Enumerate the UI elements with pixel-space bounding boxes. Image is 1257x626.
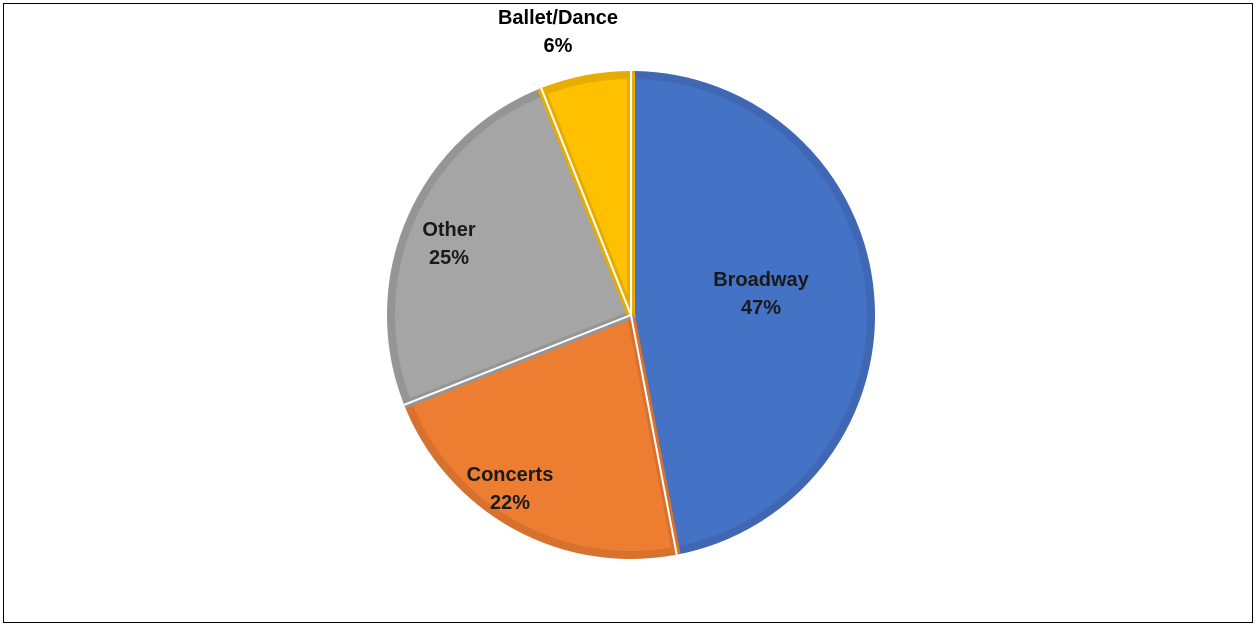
data-label-percent: 25% [429,247,469,269]
data-label-category: Ballet/Dance [498,7,618,29]
data-label-other: Other 25% [422,219,476,269]
pie-slice-concerts [402,309,681,559]
pie-chart: Broadway 47% Concerts 22% Other 25% Ballet/Dan… [387,7,875,559]
data-label-category: Concerts [467,464,554,486]
data-label-broadway: Broadway 47% [713,269,809,319]
data-label-concerts: Concerts 22% [467,464,554,514]
slice-separator [403,314,632,406]
data-label-percent: 6% [544,35,573,57]
pie-slice-broadway [627,70,875,556]
slice-separator [630,314,678,555]
data-label-percent: 47% [741,297,781,319]
data-label-ballet-dance: Ballet/Dance 6% [498,7,618,57]
pie-slices [387,70,875,559]
chart-area: Broadway 47% Concerts 22% Other 25% Ballet/Dan… [3,3,1253,623]
data-label-percent: 22% [490,492,530,514]
data-label-category: Broadway [713,269,809,291]
data-label-category: Other [422,219,476,241]
slice-separator [540,87,632,316]
pie-labels: Broadway 47% Concerts 22% Other 25% Ballet/Dan… [422,7,809,514]
